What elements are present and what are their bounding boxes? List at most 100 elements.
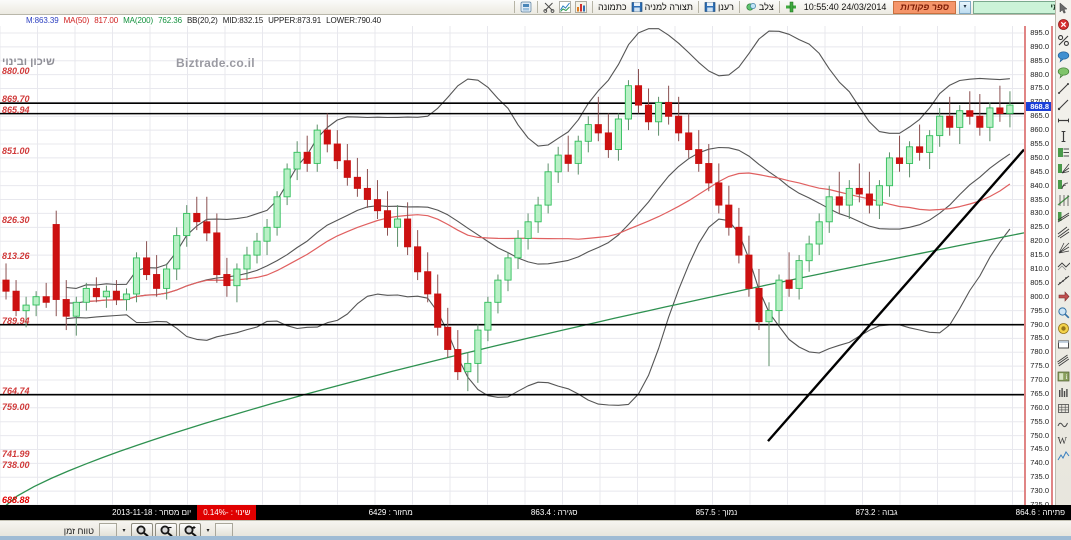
price-axis[interactable]: 895.0890.0885.0880.0875.0870.0865.0860.0… [1024, 26, 1053, 505]
candle [765, 310, 773, 323]
bars-icon[interactable] [1056, 385, 1071, 400]
stock-layout-label: תצורה למניה [644, 2, 693, 12]
candle [243, 254, 251, 270]
regression-icon[interactable] [1056, 273, 1071, 288]
status-date: יום מסחר : 2013-11-18 [106, 505, 197, 520]
candle [745, 254, 753, 289]
toolbar-separator [513, 1, 515, 13]
candle [845, 187, 853, 206]
ma50-value: 817.00 [94, 15, 119, 25]
candle [885, 157, 894, 187]
fib-fan-icon[interactable] [1056, 161, 1071, 176]
candle [554, 154, 562, 173]
price-axis-tick: 730.0 [1030, 486, 1049, 496]
candle [363, 187, 371, 200]
trendline [767, 148, 1024, 442]
bollinger-lower-band [66, 218, 1011, 406]
status-low-label: נמוך : [717, 508, 738, 517]
candle [122, 293, 131, 301]
comment-bubble-icon[interactable] [1056, 49, 1071, 64]
text-w-icon[interactable]: W [1056, 433, 1071, 448]
fib-time-icon[interactable] [1056, 193, 1071, 208]
status-close-value: 863.4 [530, 508, 551, 517]
cursor-arrow-icon[interactable] [1056, 1, 1071, 16]
time-range-label: טווח זמן [63, 525, 94, 536]
vertical-line-icon[interactable] [1056, 129, 1071, 144]
candle [484, 301, 492, 331]
line-icon[interactable] [1056, 81, 1071, 96]
rectangle-icon[interactable] [1056, 337, 1071, 352]
bollinger-lower-value: LOWER:790.40 [326, 15, 381, 25]
status-volume-label: מחזור : [388, 508, 413, 517]
add-button[interactable] [783, 0, 799, 14]
info-icon[interactable]: i [1056, 369, 1071, 384]
refresh-button[interactable]: רענן [702, 0, 736, 14]
grid-icon[interactable] [1056, 401, 1071, 416]
horizontal-line-icon[interactable] [1056, 113, 1071, 128]
price-axis-tick: 835.0 [1030, 194, 1049, 204]
candle [855, 187, 863, 195]
candle [715, 182, 723, 206]
channel-icon[interactable] [1056, 209, 1071, 224]
price-axis-tick: 815.0 [1030, 250, 1049, 260]
candle [424, 271, 432, 295]
fib-arc-icon[interactable] [1056, 177, 1071, 192]
price-axis-tick: 890.0 [1030, 41, 1049, 51]
save-as-image-label: כתמונה [597, 2, 627, 12]
callout-icon[interactable] [1056, 65, 1071, 80]
candle [373, 199, 382, 212]
delete-red-icon[interactable] [1056, 17, 1071, 32]
percent-icon[interactable] [1056, 33, 1071, 48]
price-level-label: 813.26 [2, 250, 30, 261]
compare-button[interactable] [557, 0, 573, 14]
candle [293, 151, 301, 170]
candle [695, 149, 703, 164]
zigzag-icon[interactable] [1056, 449, 1071, 464]
candle [82, 287, 90, 303]
price-level-label: 851.00 [2, 146, 30, 157]
orders-book-button[interactable]: ספר פקודות [893, 0, 956, 14]
status-open: פתיחה : 864.6 [1010, 505, 1071, 520]
zoom-in-button[interactable] [179, 522, 201, 539]
ray-icon[interactable] [1056, 97, 1071, 112]
candle [675, 115, 683, 134]
candle [414, 246, 422, 273]
bollinger-mid-value: MID:832.15 [222, 15, 264, 25]
price-axis-tick: 885.0 [1030, 55, 1049, 65]
candle [42, 296, 50, 303]
parallel-icon[interactable] [1056, 353, 1071, 368]
candle [624, 85, 632, 120]
candle [132, 257, 141, 295]
candle [313, 129, 321, 164]
top-toolbar: יומי ספר פקודות 10:55:40 24/03/2014 צלב … [0, 0, 1071, 15]
magnify-icon[interactable] [1056, 305, 1071, 320]
candle [865, 193, 873, 206]
candle [22, 304, 30, 312]
current-price-badge: 868.8 [1026, 101, 1051, 111]
pitchfork-icon[interactable] [1056, 225, 1071, 240]
chevron-down-icon[interactable] [959, 0, 971, 14]
gann-grid-icon[interactable] [1056, 257, 1071, 272]
stock-layout-button[interactable]: תצורה למניה [629, 0, 695, 14]
status-high-value: 873.2 [855, 508, 876, 517]
fib-retrace-icon[interactable] [1056, 145, 1071, 160]
price-axis-tick: 780.0 [1030, 347, 1049, 357]
price-axis-tick: 790.0 [1030, 319, 1049, 329]
price-axis-tick: 745.0 [1030, 444, 1049, 454]
arrow-shape-icon[interactable] [1056, 289, 1071, 304]
target-icon[interactable] [1056, 321, 1071, 336]
price-level-label: 865.94 [2, 104, 30, 115]
chart-canvas[interactable]: שיכון ובינוי Biztrade.co.il 880.00 869.70… [0, 26, 1024, 505]
gann-fan-icon[interactable] [1056, 241, 1071, 256]
candle [524, 221, 532, 239]
wave-icon[interactable] [1056, 417, 1071, 432]
crosshair-button[interactable]: צלב [743, 0, 776, 14]
candle [614, 118, 622, 150]
scissors-button[interactable] [541, 0, 557, 14]
svg-text:i: i [1066, 373, 1068, 381]
bar-chart-button[interactable] [573, 0, 589, 14]
candle [434, 293, 442, 328]
scissors-icon [543, 1, 555, 13]
save-as-image-button[interactable]: כתמונה [596, 0, 629, 14]
print-button[interactable] [518, 0, 534, 14]
